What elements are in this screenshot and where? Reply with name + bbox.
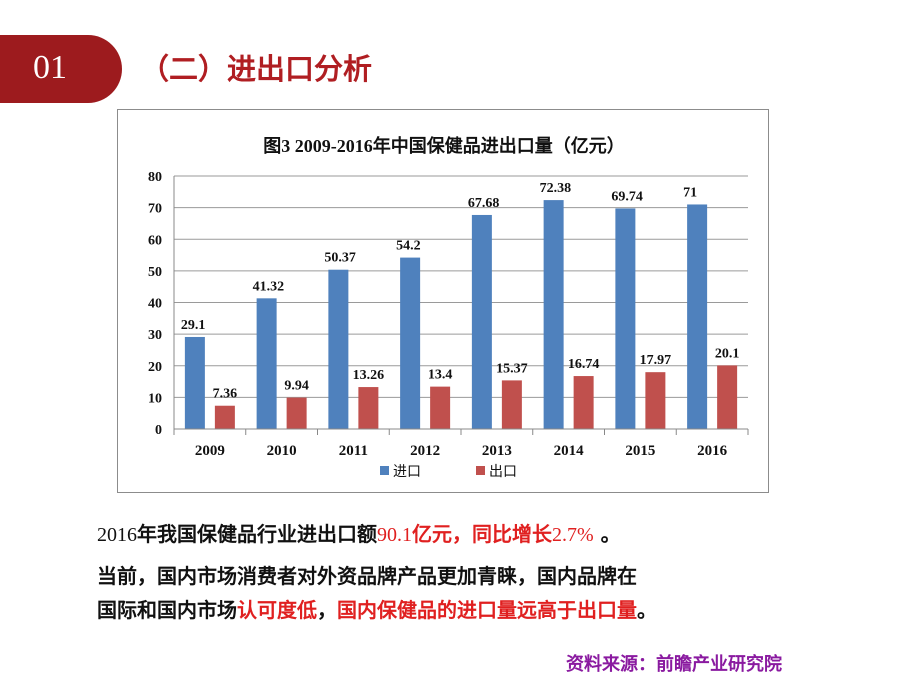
export-bar bbox=[286, 397, 307, 429]
export-data-label: 16.74 bbox=[568, 357, 600, 372]
description-line-1: 2016年我国保健品行业进出口额90.1亿元，同比增长2.7% 。 bbox=[97, 518, 621, 547]
export-bar bbox=[430, 386, 451, 429]
section-number: 01 bbox=[33, 49, 67, 86]
y-tick-label: 40 bbox=[148, 297, 162, 312]
y-tick-label: 0 bbox=[155, 423, 162, 438]
x-tick-label: 2009 bbox=[195, 443, 225, 459]
y-tick-label: 70 bbox=[148, 202, 162, 217]
export-bar bbox=[214, 405, 235, 429]
y-tick-label: 30 bbox=[148, 328, 162, 343]
source-note: 资料来源：前瞻产业研究院 bbox=[566, 654, 782, 675]
export-bar bbox=[717, 365, 738, 429]
legend-swatch bbox=[380, 466, 389, 475]
x-tick-label: 2015 bbox=[625, 443, 655, 459]
page-title: （二）进出口分析 bbox=[140, 52, 373, 86]
import-data-label: 50.37 bbox=[324, 251, 356, 266]
y-tick-label: 50 bbox=[148, 265, 162, 280]
export-data-label: 7.36 bbox=[213, 387, 238, 402]
chart-frame: 图3 2009-2016年中国保健品进出口量（亿元） 0 10 20 30 40 50 60 7… bbox=[117, 109, 769, 493]
x-tick-label: 2014 bbox=[554, 443, 585, 459]
y-tick-label: 80 bbox=[148, 170, 162, 185]
export-data-label: 9.94 bbox=[284, 379, 309, 394]
import-bar bbox=[543, 200, 564, 429]
chart-title: 图3 2009-2016年中国保健品进出口量（亿元） bbox=[263, 135, 625, 156]
desc-text-3b: ， bbox=[317, 598, 337, 622]
x-tick-label: 2016 bbox=[697, 443, 728, 459]
import-bar bbox=[184, 336, 205, 429]
import-data-label: 69.74 bbox=[611, 189, 643, 204]
import-data-label: 54.2 bbox=[396, 239, 421, 254]
import-bar bbox=[256, 298, 277, 429]
export-data-label: 17.97 bbox=[640, 353, 672, 368]
import-data-label: 72.38 bbox=[540, 181, 572, 196]
desc-text-3a: 国际和国内市场 bbox=[97, 598, 237, 622]
growth-value: 2.7% bbox=[552, 524, 594, 546]
legend-swatch bbox=[476, 466, 485, 475]
legend-label-import: 进口 bbox=[393, 464, 421, 480]
legend-label-export: 出口 bbox=[489, 464, 517, 480]
desc-red-recognition: 认可度低 bbox=[237, 598, 317, 622]
import-bar bbox=[615, 208, 636, 429]
export-data-label: 15.37 bbox=[496, 361, 528, 376]
export-bar bbox=[358, 387, 379, 429]
import-data-label: 71 bbox=[683, 185, 697, 200]
trade-amount-unit: 亿元 bbox=[412, 522, 452, 546]
import-data-label: 29.1 bbox=[181, 318, 206, 333]
y-tick-label: 10 bbox=[148, 391, 162, 406]
export-bar bbox=[573, 376, 594, 429]
desc-period: 。 bbox=[593, 522, 621, 546]
description-line-3: 国际和国内市场认可度低，国内保健品的进口量远高于出口量。 bbox=[97, 594, 657, 623]
trade-amount-number: 90.1 bbox=[377, 524, 412, 546]
y-tick-label: 60 bbox=[148, 233, 162, 248]
x-tick-label: 2012 bbox=[410, 443, 440, 459]
import-bar bbox=[687, 204, 708, 429]
bar-chart: 图3 2009-2016年中国保健品进出口量（亿元） 0 10 20 30 40 50 60 7… bbox=[148, 135, 749, 480]
import-bar bbox=[400, 257, 421, 429]
x-tick-label: 2010 bbox=[267, 443, 297, 459]
import-data-label: 67.68 bbox=[468, 196, 500, 211]
desc-comma: ， bbox=[452, 522, 472, 546]
import-bar bbox=[328, 269, 349, 429]
section-number-tab: 01 bbox=[0, 35, 122, 103]
desc-text-3c: 。 bbox=[637, 598, 657, 622]
export-bar bbox=[645, 372, 666, 429]
export-bar bbox=[501, 380, 522, 429]
year-text: 2016 bbox=[97, 524, 137, 546]
export-data-label: 13.26 bbox=[353, 368, 385, 383]
x-tick-label: 2013 bbox=[482, 443, 512, 459]
growth-label: 同比增长 bbox=[472, 522, 552, 546]
description-line-2: 当前，国内市场消费者对外资品牌产品更加青睐，国内品牌在 bbox=[97, 564, 637, 588]
import-bar bbox=[471, 214, 492, 429]
import-data-label: 41.32 bbox=[253, 279, 285, 294]
desc-red-import-export: 国内保健品的进口量远高于出口量 bbox=[337, 598, 637, 622]
y-tick-label: 20 bbox=[148, 360, 162, 375]
export-data-label: 13.4 bbox=[428, 368, 453, 383]
export-data-label: 20.1 bbox=[715, 346, 740, 361]
x-tick-label: 2011 bbox=[339, 443, 368, 459]
desc-text-1: 年我国保健品行业进出口额 bbox=[137, 522, 377, 546]
